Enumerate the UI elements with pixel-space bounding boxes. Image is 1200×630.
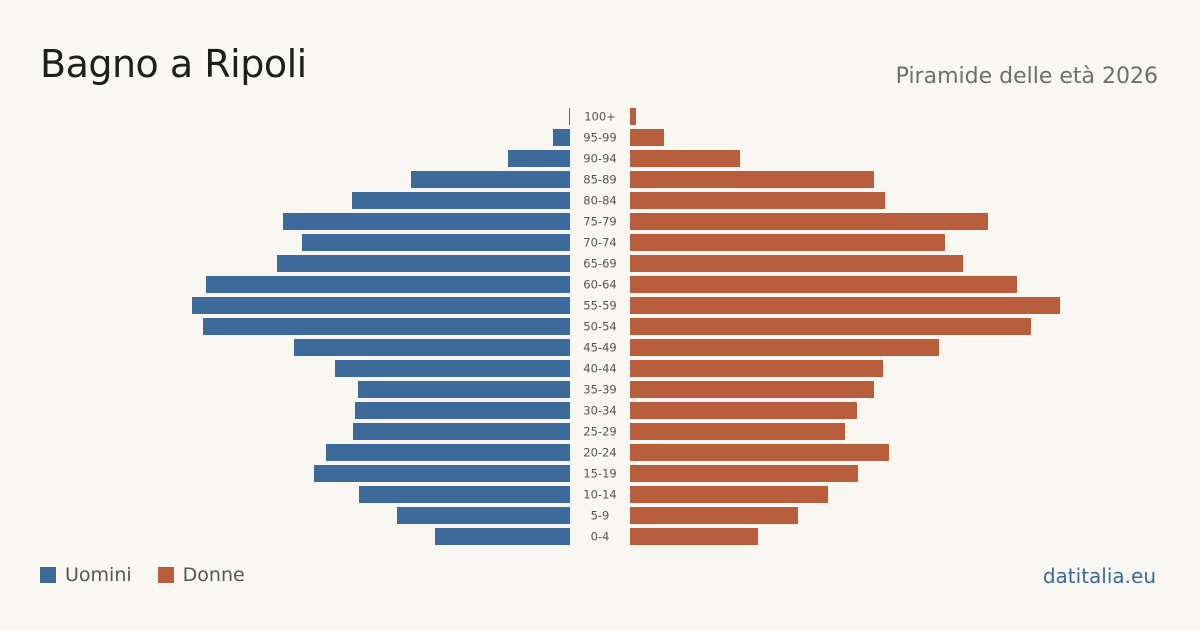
- bar-men-0-4: [435, 528, 570, 545]
- age-label-60-64: 60-64: [583, 278, 616, 292]
- legend-swatch-women: [157, 567, 174, 583]
- age-label-25-29: 25-29: [583, 425, 616, 439]
- age-label-35-39: 35-39: [583, 383, 616, 397]
- age-label-70-74: 70-74: [583, 236, 616, 250]
- age-label-65-69: 65-69: [583, 257, 616, 271]
- age-label-0-4: 0-4: [591, 530, 610, 544]
- bar-men-35-39: [358, 381, 570, 398]
- brand-link[interactable]: datitalia.eu: [1042, 564, 1156, 588]
- bar-women-95-99: [630, 129, 664, 146]
- bar-men-100+: [569, 108, 570, 125]
- age-label-95-99: 95-99: [583, 131, 616, 145]
- age-label-5-9: 5-9: [591, 509, 610, 523]
- bar-men-50-54: [203, 318, 570, 335]
- legend: Uomini Donne: [40, 564, 271, 586]
- bar-men-10-14: [359, 486, 570, 503]
- bar-women-15-19: [630, 465, 858, 482]
- chart-subtitle: Piramide delle età 2026: [895, 64, 1158, 89]
- legend-label-women: Donne: [182, 564, 245, 586]
- bar-men-25-29: [353, 423, 570, 440]
- bar-men-65-69: [277, 255, 570, 272]
- age-label-80-84: 80-84: [583, 194, 616, 208]
- bar-women-70-74: [630, 234, 945, 251]
- age-label-85-89: 85-89: [583, 173, 616, 187]
- bar-men-40-44: [335, 360, 570, 377]
- bar-women-90-94: [630, 150, 740, 167]
- bar-men-60-64: [206, 276, 570, 293]
- bar-men-55-59: [192, 297, 570, 314]
- legend-item-women: Donne: [157, 564, 245, 586]
- bar-women-80-84: [630, 192, 885, 209]
- bar-women-20-24: [630, 444, 889, 461]
- bar-women-0-4: [630, 528, 758, 545]
- bar-women-65-69: [630, 255, 963, 272]
- bar-men-20-24: [326, 444, 570, 461]
- bar-men-70-74: [302, 234, 570, 251]
- bar-women-75-79: [630, 213, 988, 230]
- age-label-75-79: 75-79: [583, 215, 616, 229]
- age-label-45-49: 45-49: [583, 341, 616, 355]
- legend-label-men: Uomini: [65, 564, 132, 586]
- bar-women-30-34: [630, 402, 857, 419]
- bar-women-10-14: [630, 486, 828, 503]
- bar-women-40-44: [630, 360, 883, 377]
- age-label-100+: 100+: [584, 110, 616, 124]
- bar-men-45-49: [294, 339, 570, 356]
- bar-women-5-9: [630, 507, 798, 524]
- age-label-50-54: 50-54: [583, 320, 616, 334]
- bar-women-50-54: [630, 318, 1031, 335]
- bar-women-25-29: [630, 423, 845, 440]
- bar-men-80-84: [352, 192, 570, 209]
- bar-women-85-89: [630, 171, 874, 188]
- age-label-55-59: 55-59: [583, 299, 616, 313]
- bar-men-30-34: [355, 402, 570, 419]
- bar-women-45-49: [630, 339, 939, 356]
- age-label-20-24: 20-24: [583, 446, 616, 460]
- bar-women-100+: [630, 108, 636, 125]
- age-label-10-14: 10-14: [583, 488, 616, 502]
- legend-item-men: Uomini: [40, 564, 132, 586]
- bar-women-35-39: [630, 381, 874, 398]
- bar-men-75-79: [283, 213, 570, 230]
- chart-title: Bagno a Ripoli: [40, 42, 307, 86]
- age-label-15-19: 15-19: [583, 467, 616, 481]
- age-label-40-44: 40-44: [583, 362, 616, 376]
- age-label-90-94: 90-94: [583, 152, 616, 166]
- bar-men-95-99: [553, 129, 570, 146]
- bar-men-15-19: [314, 465, 570, 482]
- bar-men-90-94: [508, 150, 570, 167]
- bar-men-5-9: [397, 507, 570, 524]
- bar-women-55-59: [630, 297, 1060, 314]
- age-label-30-34: 30-34: [583, 404, 616, 418]
- legend-swatch-men: [40, 567, 56, 583]
- bar-men-85-89: [411, 171, 570, 188]
- bar-women-60-64: [630, 276, 1017, 293]
